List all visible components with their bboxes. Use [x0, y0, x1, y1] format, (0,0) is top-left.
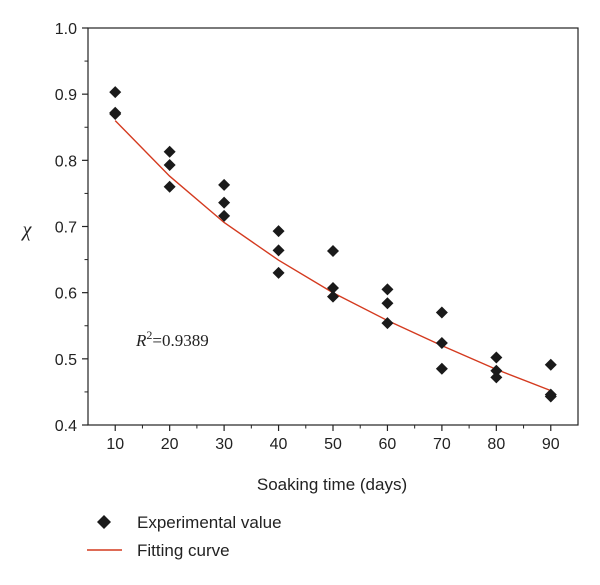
experimental-point	[327, 244, 339, 257]
experimental-point	[381, 297, 394, 310]
y-tick-label: 0.4	[55, 418, 77, 435]
series-layer	[109, 86, 557, 403]
legend-label-experimental: Experimental value	[137, 513, 282, 532]
legend-marker-experimental	[97, 515, 111, 529]
experimental-point	[544, 390, 557, 403]
x-tick-label: 10	[106, 436, 124, 453]
x-tick-label: 30	[215, 436, 233, 453]
x-tick-label: 20	[161, 436, 179, 453]
x-tick-label: 50	[324, 436, 342, 453]
r-squared-annotation: R2=0.9389	[135, 328, 209, 350]
y-tick-label: 0.8	[55, 153, 77, 170]
experimental-point	[327, 282, 339, 295]
experimental-point	[272, 266, 285, 279]
experimental-point	[272, 244, 285, 257]
experimental-point	[381, 317, 394, 330]
y-axis: 0.4 0.5 0.6 0.7 0.8 0.9 1.0	[55, 21, 88, 435]
experimental-point	[327, 290, 339, 303]
legend-label-fitting: Fitting curve	[137, 541, 230, 560]
y-tick-label: 0.6	[55, 286, 77, 303]
experimental-point	[163, 145, 176, 158]
x-tick-label: 80	[487, 436, 505, 453]
experimental-point	[218, 178, 231, 191]
r-squared-symbol: R	[135, 331, 147, 350]
y-tick-label: 0.9	[55, 87, 77, 104]
legend: Experimental value Fitting curve	[87, 513, 282, 560]
x-tick-label: 60	[379, 436, 397, 453]
y-tick-label: 0.5	[55, 352, 77, 369]
y-axis-title: χ	[21, 219, 33, 241]
experimental-point	[163, 158, 176, 171]
r-squared-value: =0.9389	[152, 331, 208, 350]
x-tick-label: 70	[433, 436, 451, 453]
experimental-point	[218, 196, 231, 209]
y-tick-label: 1.0	[55, 21, 77, 38]
x-axis: 10 20 30 40 50 60 70 80 90	[106, 425, 560, 453]
experimental-point	[490, 351, 503, 364]
experimental-point	[435, 362, 448, 375]
x-tick-label: 90	[542, 436, 560, 453]
experimental-point	[544, 358, 557, 371]
experimental-point	[490, 371, 503, 384]
experimental-point	[109, 86, 122, 99]
x-tick-label: 40	[270, 436, 288, 453]
experimental-point	[381, 283, 394, 296]
experimental-point	[435, 306, 448, 319]
experimental-point	[218, 209, 231, 222]
plot-area-border	[87, 27, 579, 426]
r-squared-superscript: 2	[146, 328, 152, 342]
experimental-point	[163, 180, 176, 193]
experimental-point	[490, 364, 503, 377]
x-axis-title: Soaking time (days)	[257, 475, 407, 494]
experimental-point	[272, 225, 285, 238]
y-tick-label: 0.7	[55, 220, 77, 237]
experimental-point	[435, 336, 448, 349]
experimental-point	[109, 108, 122, 121]
plot-frame	[87, 27, 579, 426]
